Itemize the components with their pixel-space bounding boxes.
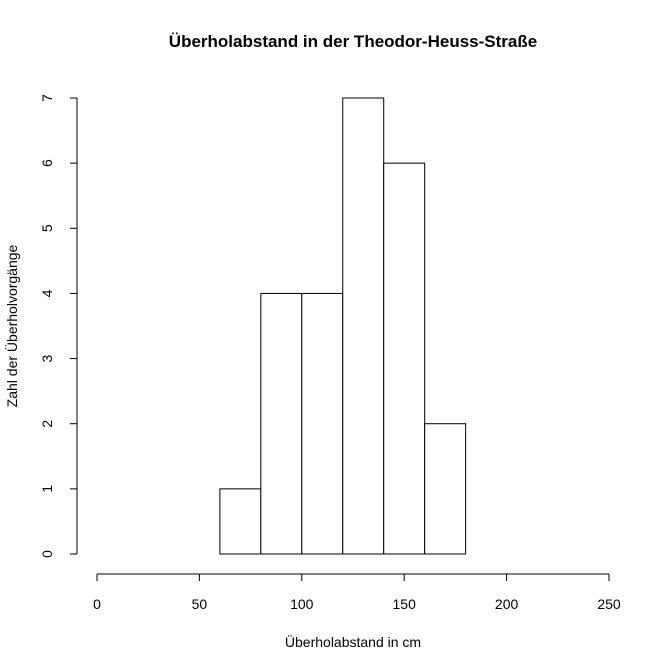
histogram-bar [424,423,467,555]
y-tick-label: 1 [39,485,55,493]
y-tick-label: 6 [39,159,55,167]
bars-group [219,97,467,555]
histogram-bar [219,488,262,555]
y-tick-label: 5 [39,224,55,232]
y-tick-label: 4 [39,289,55,297]
x-tick-label: 0 [93,596,101,612]
y-axis-label: Zahl der Überholvorgänge [3,244,20,407]
x-tick-label: 50 [192,596,208,612]
y-tick-label: 3 [39,354,55,362]
histogram-bar [301,292,344,555]
y-tick-label: 2 [39,420,55,428]
y-tick-label: 7 [39,94,55,102]
x-tick-label: 250 [597,596,621,612]
histogram-bar [342,97,385,555]
y-tick-label: 0 [39,550,55,558]
x-tick-label: 150 [393,596,417,612]
y-axis: 0 1 2 3 4 5 6 7 [39,94,78,558]
x-tick-label: 200 [495,596,519,612]
x-axis: 0 50 100 150 200 250 [93,573,621,612]
histogram-bar [260,292,303,555]
histogram-bar [383,162,426,555]
x-axis-label: Überholabstand in cm [285,633,421,650]
x-tick-label: 100 [290,596,314,612]
chart-title: Überholabstand in der Theodor-Heuss-Stra… [169,32,537,51]
